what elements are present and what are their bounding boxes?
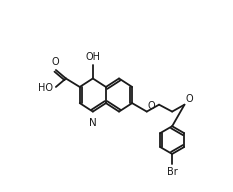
Text: HO: HO xyxy=(38,83,53,93)
Text: O: O xyxy=(185,94,193,104)
Text: N: N xyxy=(89,118,97,128)
Text: Br: Br xyxy=(167,167,178,177)
Text: O: O xyxy=(51,57,59,67)
Text: OH: OH xyxy=(85,51,100,62)
Text: O: O xyxy=(147,101,155,111)
